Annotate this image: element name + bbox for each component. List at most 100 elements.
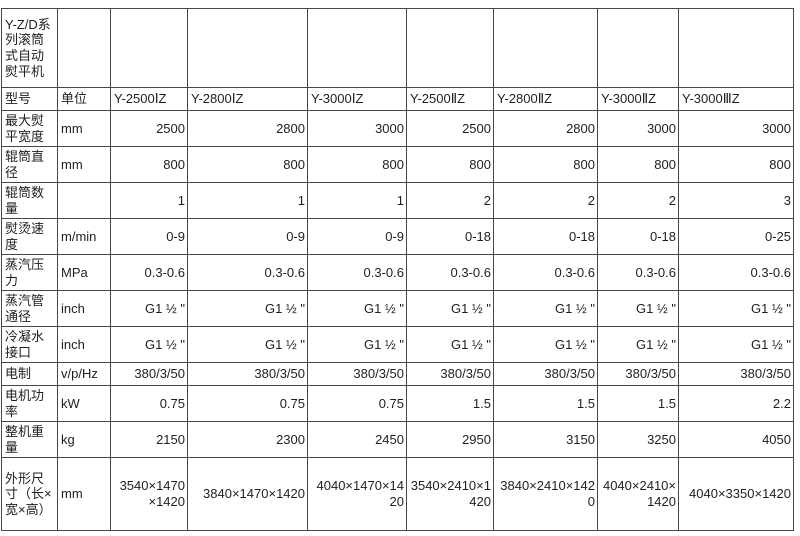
table-title: Y-Z/D系列滚筒式自动熨平机 <box>1 8 58 88</box>
value-cell: 3250 <box>597 421 679 458</box>
value-cell: 1.5 <box>597 385 679 422</box>
value-cell: 800 <box>110 146 188 183</box>
table-row: 外形尺寸（长×宽×高） mm 3540×1470×1420 3840×1470×142… <box>1 457 794 531</box>
column-header-model: Y-3000ⅠZ <box>307 87 407 111</box>
unit-cell: mm <box>57 457 111 531</box>
value-cell: G1 ½ " <box>493 290 598 327</box>
row-label: 辊筒数量 <box>1 182 58 219</box>
value-cell: 3840×2410×1420 <box>493 457 598 531</box>
value-cell: 0.3-0.6 <box>187 254 308 291</box>
unit-cell: kW <box>57 385 111 422</box>
table-row: 整机重量 kg 2150 2300 2450 2950 3150 3250 4050 <box>1 421 794 458</box>
empty-cell <box>187 8 308 88</box>
value-cell: 2450 <box>307 421 407 458</box>
value-cell: 800 <box>597 146 679 183</box>
value-cell: G1 ½ " <box>110 326 188 363</box>
value-cell: 3000 <box>597 110 679 147</box>
value-cell: 0-18 <box>597 218 679 255</box>
value-cell: 4050 <box>678 421 794 458</box>
value-cell: 2800 <box>493 110 598 147</box>
value-cell: G1 ½ " <box>678 290 794 327</box>
value-cell: 0-9 <box>110 218 188 255</box>
value-cell: 380/3/50 <box>187 362 308 386</box>
value-cell: G1 ½ " <box>597 290 679 327</box>
value-cell: 800 <box>493 146 598 183</box>
value-cell: 1 <box>307 182 407 219</box>
table-row: 电机功率 kW 0.75 0.75 0.75 1.5 1.5 1.5 2.2 <box>1 385 794 422</box>
value-cell: 0.3-0.6 <box>307 254 407 291</box>
value-cell: 380/3/50 <box>493 362 598 386</box>
value-cell: 0-18 <box>406 218 494 255</box>
column-header-model: Y-3000ⅢZ <box>678 87 794 111</box>
column-header-model: Y-2800ⅠZ <box>187 87 308 111</box>
value-cell: 4040×1470×1420 <box>307 457 407 531</box>
empty-cell <box>57 8 111 88</box>
value-cell: 2500 <box>406 110 494 147</box>
value-cell: 4040×3350×1420 <box>678 457 794 531</box>
value-cell: 0-25 <box>678 218 794 255</box>
row-label: 熨烫速度 <box>1 218 58 255</box>
value-cell: G1 ½ " <box>307 290 407 327</box>
table-row: 辊筒直径 mm 800 800 800 800 800 800 800 <box>1 146 794 183</box>
value-cell: 0.3-0.6 <box>493 254 598 291</box>
value-cell: 2950 <box>406 421 494 458</box>
value-cell: 1 <box>110 182 188 219</box>
model-header-row: 型号 单位 Y-2500ⅠZ Y-2800ⅠZ Y-3000ⅠZ Y-2500ⅡZ Y-28… <box>1 87 794 111</box>
value-cell: 3540×2410×1420 <box>406 457 494 531</box>
value-cell: 800 <box>406 146 494 183</box>
row-label: 电制 <box>1 362 58 386</box>
value-cell: G1 ½ " <box>678 326 794 363</box>
value-cell: 380/3/50 <box>110 362 188 386</box>
value-cell: 3840×1470×1420 <box>187 457 308 531</box>
value-cell: G1 ½ " <box>307 326 407 363</box>
value-cell: 3540×1470×1420 <box>110 457 188 531</box>
table-row: 电制 v/p/Hz 380/3/50 380/3/50 380/3/50 380/3/50… <box>1 362 794 386</box>
value-cell: 2 <box>597 182 679 219</box>
row-label: 蒸汽管通径 <box>1 290 58 327</box>
unit-cell: mm <box>57 110 111 147</box>
empty-cell <box>597 8 679 88</box>
table-row: 冷凝水接口 inch G1 ½ " G1 ½ " G1 ½ " G1 ½ " G1 ½ " G… <box>1 326 794 363</box>
table-row: 蒸汽管通径 inch G1 ½ " G1 ½ " G1 ½ " G1 ½ " G1 ½ " G… <box>1 290 794 327</box>
value-cell: 800 <box>678 146 794 183</box>
value-cell: 0.3-0.6 <box>678 254 794 291</box>
unit-cell: inch <box>57 290 111 327</box>
value-cell: 0.3-0.6 <box>597 254 679 291</box>
table-title-row: Y-Z/D系列滚筒式自动熨平机 <box>1 8 794 88</box>
value-cell: 1 <box>187 182 308 219</box>
table-row: 辊筒数量 1 1 1 2 2 2 3 <box>1 182 794 219</box>
column-header-model: Y-3000ⅡZ <box>597 87 679 111</box>
row-label: 外形尺寸（长×宽×高） <box>1 457 58 531</box>
value-cell: 0.75 <box>307 385 407 422</box>
value-cell: 380/3/50 <box>307 362 407 386</box>
row-label: 蒸汽压力 <box>1 254 58 291</box>
value-cell: 1.5 <box>406 385 494 422</box>
value-cell: 2 <box>493 182 598 219</box>
column-header-model: Y-2500ⅡZ <box>406 87 494 111</box>
table-row: 熨烫速度 m/min 0-9 0-9 0-9 0-18 0-18 0-18 0-25 <box>1 218 794 255</box>
value-cell: 800 <box>187 146 308 183</box>
unit-cell: inch <box>57 326 111 363</box>
value-cell: 0.75 <box>187 385 308 422</box>
column-header-model: Y-2500ⅠZ <box>110 87 188 111</box>
value-cell: 3150 <box>493 421 598 458</box>
value-cell: G1 ½ " <box>187 326 308 363</box>
empty-cell <box>307 8 407 88</box>
value-cell: 3 <box>678 182 794 219</box>
unit-cell: kg <box>57 421 111 458</box>
empty-cell <box>493 8 598 88</box>
unit-cell: m/min <box>57 218 111 255</box>
value-cell: 0.75 <box>110 385 188 422</box>
value-cell: 0.3-0.6 <box>406 254 494 291</box>
empty-cell <box>678 8 794 88</box>
row-label: 最大熨平宽度 <box>1 110 58 147</box>
value-cell: 0-9 <box>187 218 308 255</box>
value-cell: G1 ½ " <box>597 326 679 363</box>
value-cell: 380/3/50 <box>597 362 679 386</box>
spec-table: Y-Z/D系列滚筒式自动熨平机 型号 单位 Y-2500ⅠZ Y-2800ⅠZ Y-300… <box>1 8 794 531</box>
value-cell: 2150 <box>110 421 188 458</box>
value-cell: G1 ½ " <box>406 290 494 327</box>
value-cell: 2.2 <box>678 385 794 422</box>
value-cell: 0-9 <box>307 218 407 255</box>
value-cell: 2 <box>406 182 494 219</box>
